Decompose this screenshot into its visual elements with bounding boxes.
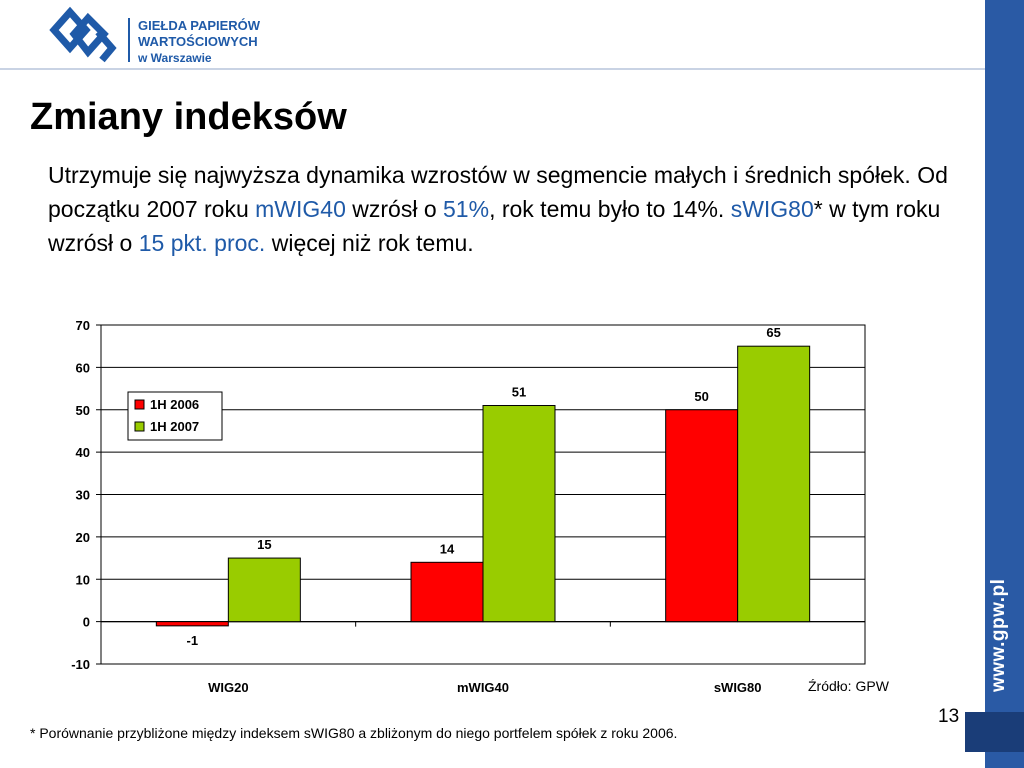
data-label: 51 [512, 385, 526, 400]
data-label: 15 [257, 537, 271, 552]
y-tick-label: 0 [83, 615, 90, 630]
y-tick-label: 60 [76, 360, 90, 375]
text-highlight-swig80: sWIG80 [730, 196, 814, 222]
x-category-label: sWIG80 [714, 680, 762, 695]
slide-body-text: Utrzymuje się najwyższa dynamika wzrostó… [48, 158, 948, 260]
text-highlight-51: 51% [443, 196, 490, 222]
legend-label: 1H 2006 [150, 397, 199, 412]
y-tick-label: 70 [76, 318, 90, 333]
side-bar: www.gpw.pl [965, 0, 1024, 768]
text-highlight-15: 15 pkt. proc. [138, 230, 266, 256]
legend-swatch [134, 399, 145, 410]
text-part-3: , rok temu było to 14%. [489, 196, 731, 222]
bar-wig20-2007 [227, 557, 301, 623]
page-number: 13 [938, 706, 960, 727]
bar-swig80-2007 [737, 345, 811, 623]
legend-swatch [134, 421, 145, 432]
side-bar-box [965, 712, 1024, 752]
x-category-label: WIG20 [208, 680, 248, 695]
data-label: -1 [187, 633, 199, 648]
logo-line-2: WARTOŚCIOWYCH [138, 34, 258, 49]
source-note: Źródło: GPW [808, 678, 889, 694]
x-category-label: mWIG40 [457, 680, 509, 695]
bar-swig80-2006 [665, 409, 739, 623]
y-tick-label: 40 [76, 445, 90, 460]
bar-wig20-2006 [155, 621, 229, 627]
bar-mwig40-2007 [482, 405, 556, 623]
text-part-4: * w tym roku wzrósł o [48, 196, 941, 256]
y-tick-label: 20 [76, 530, 90, 545]
logo-divider [128, 18, 130, 62]
slide-title: Zmiany indeksów [30, 96, 347, 138]
text-highlight-mwig40: mWIG40 [255, 196, 346, 222]
y-tick-label: 30 [76, 488, 90, 503]
y-tick-label: -10 [71, 657, 90, 672]
gpw-logo-icon [49, 6, 117, 63]
y-tick-label: 10 [76, 572, 90, 587]
text-part-1: Utrzymuje się najwyższa dynamika wzrostó… [48, 162, 948, 222]
footnote: * Porównanie przybliżone między indeksem… [30, 725, 678, 741]
text-part-5: więcej niż rok temu. [265, 230, 474, 256]
data-label: 50 [694, 389, 708, 404]
legend-label: 1H 2007 [150, 419, 199, 434]
y-tick-label: 50 [76, 403, 90, 418]
header-divider [0, 68, 985, 70]
gpw-logo: GIEŁDA PAPIERÓW WARTOŚCIOWYCH w Warszawi… [48, 6, 288, 66]
text-part-2: wzrósł o [345, 196, 444, 222]
data-label: 14 [440, 541, 455, 556]
logo-line-3: w Warszawie [138, 51, 212, 65]
logo-line-1: GIEŁDA PAPIERÓW [138, 18, 261, 33]
bar-mwig40-2006 [410, 561, 484, 623]
data-label: 65 [766, 325, 780, 340]
logo-text: GIEŁDA PAPIERÓW WARTOŚCIOWYCH w Warszawi… [138, 18, 260, 66]
